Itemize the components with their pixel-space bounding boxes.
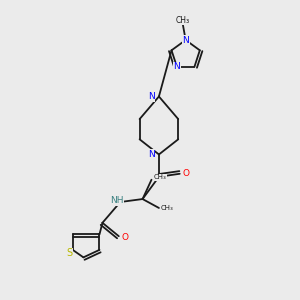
Text: CH₃: CH₃	[161, 205, 174, 211]
Text: CH₃: CH₃	[176, 16, 190, 25]
Text: CH₃: CH₃	[153, 174, 166, 180]
Text: S: S	[67, 248, 73, 258]
Text: NH: NH	[110, 196, 124, 205]
Text: N: N	[148, 150, 155, 159]
Text: N: N	[182, 35, 189, 44]
Text: O: O	[122, 233, 129, 242]
Text: N: N	[148, 92, 155, 101]
Text: N: N	[174, 62, 180, 71]
Text: O: O	[183, 169, 190, 178]
